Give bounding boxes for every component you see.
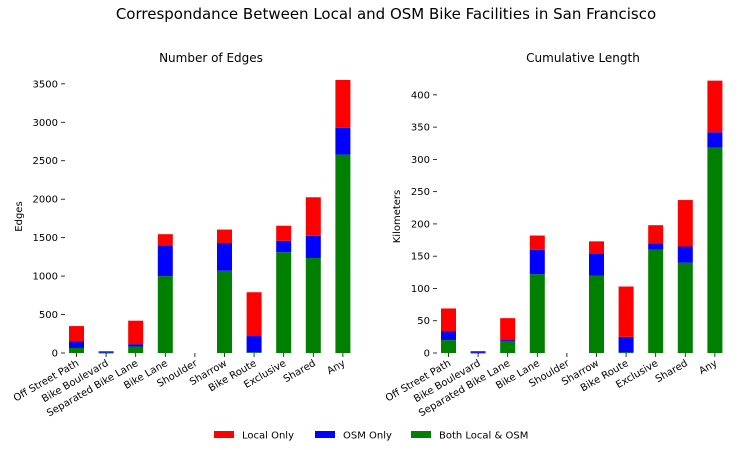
y-tick-label: 0 (52, 349, 58, 360)
y-axis-label: Edges (14, 201, 25, 231)
bar-segment (157, 234, 173, 246)
bar-segment (157, 245, 173, 277)
bar-segment (529, 235, 545, 250)
y-tick-label: 2500 (33, 156, 58, 167)
bar-segment (276, 252, 292, 353)
bar-segment (589, 275, 604, 353)
x-tick-label: Shared (654, 358, 690, 385)
y-tick-label: 1500 (33, 233, 58, 244)
y-tick-label: 3000 (33, 118, 58, 129)
bar-segment (157, 276, 173, 353)
bar-segment (500, 340, 516, 342)
bar-segment (335, 80, 351, 128)
bar-segment (128, 320, 144, 345)
bar-segment (98, 351, 114, 352)
y-tick-label: 1000 (33, 272, 58, 283)
x-tick-label: Any (325, 358, 347, 377)
bar-segment (69, 326, 84, 342)
bar-segment (707, 80, 723, 133)
bar-segment (335, 127, 351, 155)
bar-segment (305, 235, 321, 259)
bar-segment (217, 270, 232, 353)
legend-swatch (214, 431, 234, 438)
y-tick-label: 0 (424, 349, 430, 360)
x-tick-label: Any (697, 358, 719, 377)
bar-segment (677, 246, 693, 263)
bar-segment (677, 262, 693, 353)
bar-segment (618, 286, 634, 337)
bar-segment (589, 241, 604, 254)
y-tick-label: 500 (39, 310, 58, 321)
bar-segment (470, 352, 486, 353)
bar-segment (529, 274, 545, 353)
bar-segment (529, 249, 545, 275)
bar-segment (589, 253, 604, 276)
bar-segment (69, 348, 84, 353)
bar-segment (246, 352, 262, 354)
chart-title: Number of Edges (159, 51, 263, 65)
bar-segment (128, 344, 144, 347)
bar-segment (276, 240, 292, 253)
bar-segment (470, 351, 486, 353)
bar-segment (335, 154, 351, 353)
chart-number-of-edges: Number of Edges Edges 0 500 1000 1500 2000 2500… (12, 51, 351, 419)
y-tick-label: 2000 (33, 195, 58, 206)
bar-segment (69, 341, 84, 349)
bar-segment (441, 340, 456, 353)
y-axis-label: Kilometers (392, 190, 403, 244)
bar-segment (305, 258, 321, 353)
y-tick-label: 150 (411, 252, 430, 263)
bar-segment (128, 346, 144, 353)
bar-segment (707, 132, 723, 148)
y-tick-label: 50 (417, 316, 430, 327)
x-tick-label: Shared (282, 358, 318, 385)
y-tick-label: 3500 (33, 79, 58, 90)
bar-segment (441, 331, 456, 341)
y-tick-label: 100 (411, 284, 430, 295)
y-tick-label: 350 (411, 123, 430, 134)
legend-swatch (315, 431, 335, 438)
chart-title: Cumulative Length (526, 51, 640, 65)
bar-segment (305, 197, 321, 236)
bar-segment (618, 336, 634, 353)
bar-segment (246, 292, 262, 337)
bar-segment (648, 249, 664, 353)
legend-label: Local Only (242, 431, 294, 442)
legend-swatch (411, 431, 431, 438)
bar-segment (98, 351, 114, 353)
legend: Local Only OSM Only Both Local & OSM (214, 431, 528, 442)
bar-segment (677, 200, 693, 247)
bar-segment (217, 243, 232, 271)
bar-segment (618, 352, 634, 354)
bar-segment (500, 318, 516, 341)
bar-segment (707, 147, 723, 353)
bar-segment (648, 243, 664, 250)
y-tick-label: 300 (411, 155, 430, 166)
legend-label: OSM Only (343, 431, 392, 442)
bar-segment (276, 225, 292, 241)
bar-segment (246, 336, 262, 353)
y-tick-label: 250 (411, 187, 430, 198)
bar-segment (441, 308, 456, 332)
bar-segment (648, 225, 664, 244)
y-tick-label: 400 (411, 90, 430, 101)
bar-segment (500, 341, 516, 353)
bar-segment (217, 229, 232, 244)
figure-title: Correspondance Between Local and OSM Bik… (116, 5, 656, 23)
y-tick-label: 200 (411, 219, 430, 230)
chart-cumulative-length: Cumulative Length Kilometers 0 50 100 150 200 2… (384, 51, 723, 419)
legend-label: Both Local & OSM (439, 431, 528, 442)
